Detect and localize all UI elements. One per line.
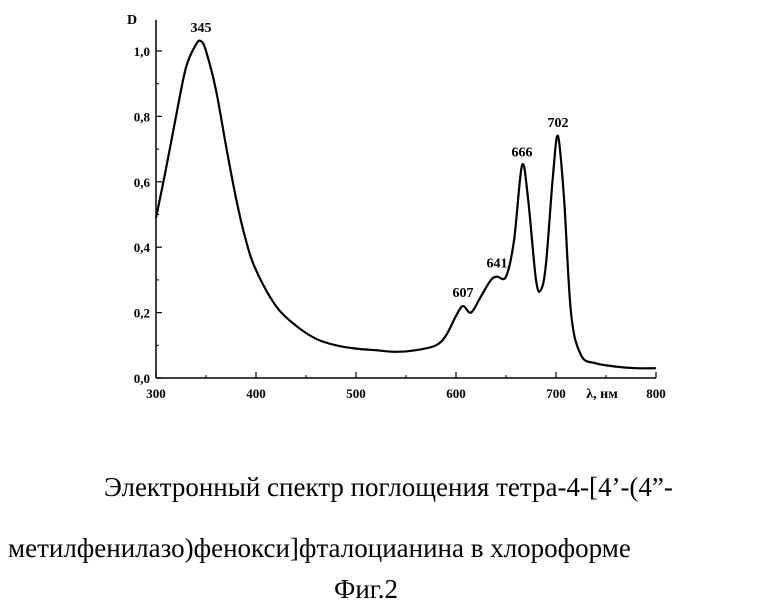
y-axis-label: D xyxy=(127,13,137,28)
x-tick-label: 500 xyxy=(346,386,366,401)
spectrum-curve xyxy=(154,39,657,370)
x-tick-label: 800 xyxy=(646,386,666,401)
x-tick-label: 400 xyxy=(246,386,266,401)
peak-label: 345 xyxy=(191,21,212,36)
y-tick-label: 0,8 xyxy=(134,109,151,124)
x-axis-label: λ, нм xyxy=(586,387,618,402)
peak-label: 702 xyxy=(548,116,569,131)
y-tick-label: 0,6 xyxy=(134,175,151,190)
figure-label: Фиг.2 xyxy=(334,574,399,604)
x-tick-label: 700 xyxy=(546,386,566,401)
absorption-spectrum-chart: 300 400 500 600 700 800 0,0 0,2 0,4 0,6 0,8 1,0 Dλ, … xyxy=(127,13,666,402)
x-tick-label: 600 xyxy=(446,386,466,401)
peak-label: 607 xyxy=(453,286,474,301)
y-tick-label: 1,0 xyxy=(134,44,150,59)
y-tick-label: 0,4 xyxy=(134,240,151,255)
x-tick-label: 300 xyxy=(146,386,166,401)
caption-line-1: Электронный спектр поглощения тетра-4-[4… xyxy=(104,472,673,502)
peak-label: 666 xyxy=(512,145,533,160)
caption-line-2: метилфенилазо)фенокси]фталоцианина в хло… xyxy=(8,533,631,563)
y-tick-label: 0,2 xyxy=(134,306,150,321)
peak-label: 641 xyxy=(487,257,508,272)
y-tick-label: 0,0 xyxy=(134,371,150,386)
